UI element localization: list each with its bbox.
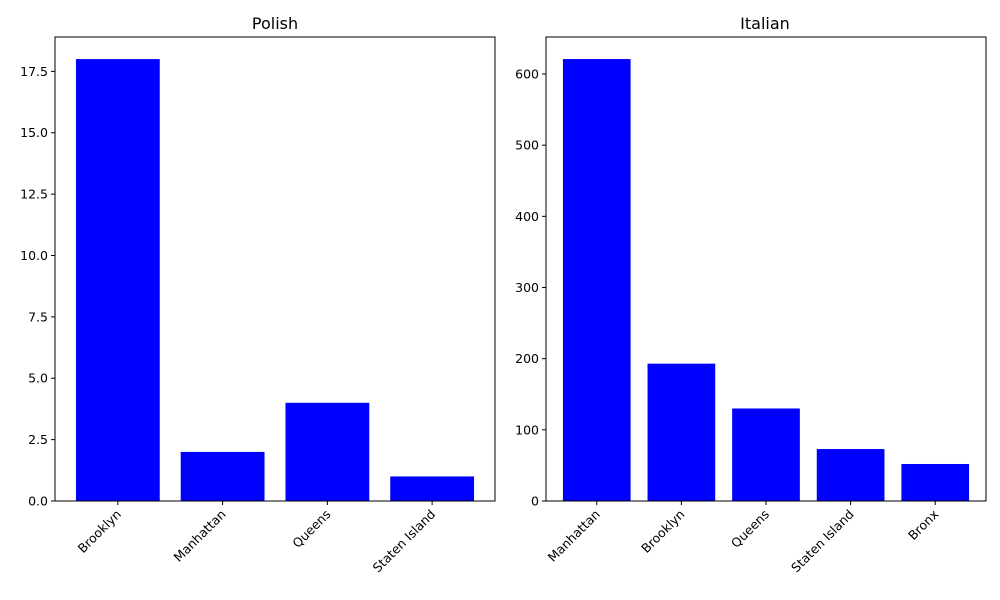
y-tick-label-italian: 0: [531, 494, 539, 509]
y-tick-label-polish: 0.0: [28, 494, 48, 509]
x-tick-label-polish: Staten Island: [370, 507, 439, 576]
y-tick-label-polish: 12.5: [20, 187, 48, 202]
y-tick-label-polish: 2.5: [28, 432, 48, 447]
x-tick-label-italian: Brooklyn: [638, 507, 687, 556]
bar-italian-queens: [732, 408, 800, 501]
x-tick-label-polish: Manhattan: [171, 507, 229, 565]
y-tick-label-italian: 600: [515, 67, 539, 82]
y-tick-label-polish: 5.0: [28, 371, 48, 386]
bar-polish-brooklyn: [75, 59, 160, 501]
y-tick-label-italian: 500: [515, 138, 539, 153]
y-tick-label-polish: 17.5: [20, 64, 48, 79]
bar-polish-manhattan: [180, 451, 265, 501]
chart-title-italian: Italian: [740, 14, 790, 33]
x-tick-label-italian: Staten Island: [788, 507, 857, 576]
chart-title-polish: Polish: [252, 14, 298, 33]
y-tick-label-polish: 15.0: [20, 125, 48, 140]
italian-chart: Italian 0 100 200 300 400 500 600 Manhattan Broo…: [515, 14, 987, 576]
bar-italian-brooklyn: [647, 363, 716, 501]
x-tick-label-polish: Brooklyn: [75, 507, 124, 556]
polish-chart: Polish 0.0 2.5 5.0 7.5 10.0 12.5 15.0 17.5 Brook…: [20, 14, 496, 576]
x-tick-label-polish: Queens: [289, 507, 333, 551]
y-tick-label-italian: 200: [515, 351, 539, 366]
bar-italian-staten-island: [816, 449, 885, 501]
axes-frame-polish: [54, 36, 496, 502]
bar-italian-manhattan: [562, 59, 631, 502]
y-tick-label-polish: 7.5: [28, 309, 48, 324]
x-tick-label-italian: Bronx: [905, 507, 941, 543]
x-tick-label-italian: Manhattan: [545, 507, 603, 565]
y-tick-label-polish: 10.0: [20, 248, 48, 263]
y-tick-label-italian: 100: [515, 422, 539, 437]
bar-italian-bronx: [901, 463, 970, 501]
y-tick-label-italian: 400: [515, 209, 539, 224]
bar-polish-queens: [285, 402, 370, 501]
bar-polish-staten-island: [390, 476, 475, 501]
x-tick-label-italian: Queens: [728, 507, 772, 551]
y-tick-label-italian: 300: [515, 280, 539, 295]
